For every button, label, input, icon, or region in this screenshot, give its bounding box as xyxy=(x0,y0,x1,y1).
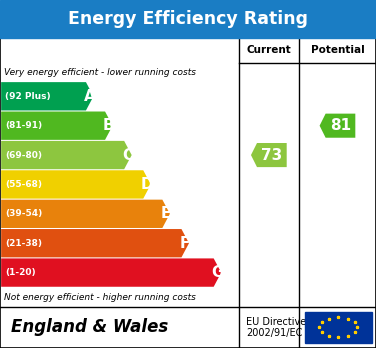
Text: E: E xyxy=(161,206,171,221)
Polygon shape xyxy=(1,82,94,110)
Bar xyxy=(0,0,376,38)
Polygon shape xyxy=(1,111,112,140)
Polygon shape xyxy=(1,170,151,199)
Text: Very energy efficient - lower running costs: Very energy efficient - lower running co… xyxy=(4,68,196,77)
Polygon shape xyxy=(1,141,132,169)
Text: A: A xyxy=(84,89,96,104)
Polygon shape xyxy=(1,200,170,228)
Text: (39-54): (39-54) xyxy=(5,209,42,218)
Text: (55-68): (55-68) xyxy=(5,180,42,189)
Text: (69-80): (69-80) xyxy=(5,151,42,160)
Text: (21-38): (21-38) xyxy=(5,239,42,248)
Text: Current: Current xyxy=(246,45,291,55)
Text: F: F xyxy=(180,236,190,251)
Bar xyxy=(0,38,376,348)
Text: 2002/91/EC: 2002/91/EC xyxy=(246,328,303,338)
Text: Energy Efficiency Rating: Energy Efficiency Rating xyxy=(68,10,308,28)
Text: Potential: Potential xyxy=(311,45,364,55)
Polygon shape xyxy=(320,114,355,138)
Polygon shape xyxy=(251,143,287,167)
Text: England & Wales: England & Wales xyxy=(11,318,168,337)
Text: (1-20): (1-20) xyxy=(5,268,35,277)
Text: B: B xyxy=(103,118,115,133)
Polygon shape xyxy=(1,229,189,258)
Text: G: G xyxy=(211,265,224,280)
Text: 81: 81 xyxy=(330,118,351,133)
Polygon shape xyxy=(1,259,221,287)
Text: (92 Plus): (92 Plus) xyxy=(5,92,50,101)
Text: EU Directive: EU Directive xyxy=(246,317,306,327)
Text: 73: 73 xyxy=(261,148,282,163)
Text: C: C xyxy=(122,148,133,163)
Text: D: D xyxy=(141,177,153,192)
Bar xyxy=(305,312,372,343)
Text: (81-91): (81-91) xyxy=(5,121,42,130)
Text: Not energy efficient - higher running costs: Not energy efficient - higher running co… xyxy=(4,293,196,302)
